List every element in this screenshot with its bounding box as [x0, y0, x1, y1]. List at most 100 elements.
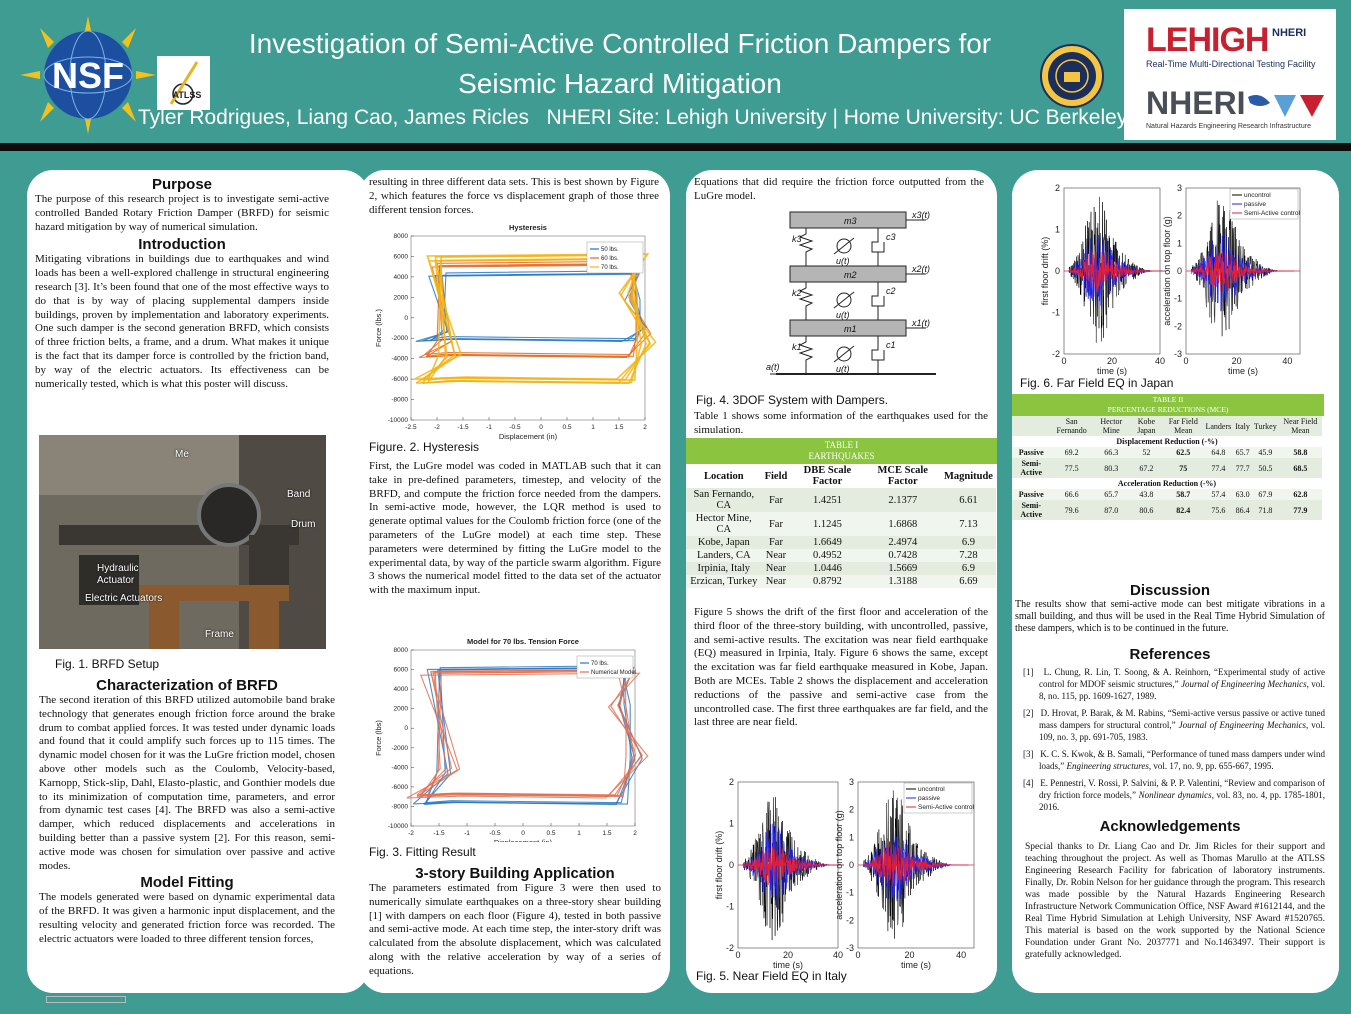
table1-cell: 1.3188	[864, 575, 941, 588]
label-m3: m3	[844, 216, 857, 226]
table2-section-row: Acceleration Reduction (-%)	[1012, 478, 1322, 489]
y-axis-label: acceleration on top floor (g)	[1162, 216, 1172, 326]
series-1	[412, 665, 643, 805]
table1-row: San Fernando, CA Far 1.4251 2.1377 6.61	[686, 488, 996, 512]
reference-journal: Journal of Engineering Mechanics	[1178, 720, 1307, 730]
y-tick-label: -2	[846, 915, 854, 925]
table2-cell: Kobe Japan	[1129, 416, 1164, 436]
label-drum: Drum	[291, 519, 316, 530]
x-axis-label: time (s)	[901, 960, 931, 970]
table1-row: Irpinia, Italy Near 1.0446 1.5669 6.9	[686, 562, 996, 575]
table2-cell: Hector Mine	[1092, 416, 1130, 436]
y-tick-label: 6000	[394, 667, 409, 674]
table2-cell: 75.6	[1203, 500, 1234, 520]
table2-row: Passive 66.6 65.7 43.8 58.7 57.4 63.0 67.9 62.8	[1012, 489, 1322, 500]
reference-number: [3]	[1023, 749, 1034, 759]
table2-cell: 86.4	[1233, 500, 1252, 520]
legend-label: 60 lbs.	[601, 256, 619, 262]
y-tick-label: 8000	[394, 647, 409, 654]
reference-details: , vol. 109, no. 3, pp. 691-705, 1983.	[1039, 720, 1325, 742]
series-2	[406, 668, 649, 799]
x-tick-label: 1	[591, 424, 595, 431]
site-info: NHERI Site: Lehigh University | Home Uni…	[546, 106, 1128, 129]
y-tick-label: 0	[1055, 266, 1060, 276]
y-tick-label: 1	[729, 819, 734, 829]
fig2-caption: Figure. 2. Hysteresis	[369, 440, 480, 454]
nheri-mini-text: NHERI	[1272, 27, 1307, 39]
table2-cell: 62.8	[1278, 489, 1322, 500]
table2-row: Semi-Active 77.5 80.3 67.2 75 77.4 77.7 50.5 68.…	[1012, 458, 1322, 478]
y-tick-label: 0	[729, 860, 734, 870]
table1-cell: 1.4251	[790, 488, 865, 512]
legend-label: uncontrol	[918, 786, 945, 793]
fig1-caption: Fig. 1. BRFD Setup	[55, 657, 160, 671]
label-k1: k1	[792, 342, 802, 352]
model-fitting-text: The models generated were based on dynam…	[39, 891, 335, 945]
y-tick-label: -6000	[391, 376, 408, 383]
x-tick-label: 0	[735, 950, 740, 960]
col3-intro-text: Equations that did require the friction …	[694, 176, 984, 202]
table1-cell: 1.6868	[864, 512, 941, 536]
purpose-text: The purpose of this research project is …	[35, 193, 329, 233]
y-tick-label: -3	[846, 943, 854, 953]
x-tick-label: 20	[783, 950, 793, 960]
table1-cell: 0.7428	[864, 549, 941, 562]
table2-cell: 77.7	[1233, 458, 1252, 478]
table1-cell: 2.4974	[864, 536, 941, 549]
table2-cell: Italy	[1233, 416, 1252, 436]
table1-cell: 6.9	[940, 562, 996, 575]
x-tick-label: 0	[521, 830, 525, 837]
table2-cell: 45.9	[1251, 447, 1279, 458]
series-line	[412, 666, 643, 805]
x-tick-label: 0.5	[562, 424, 571, 431]
x-axis-label: time (s)	[1097, 366, 1127, 376]
table2-cell: 52	[1129, 447, 1164, 458]
series-line	[413, 253, 657, 381]
column-4: 0 20 40 -2 -1 0 1 2 time (s) first floor drift (%…	[1012, 170, 1339, 993]
table2-cell: 80.6	[1129, 500, 1164, 520]
table2-cell: 67.9	[1251, 489, 1279, 500]
table2-cell: 66.6	[1050, 489, 1093, 500]
table2-cell: 65.7	[1092, 489, 1130, 500]
x-tick-label: 40	[1155, 356, 1165, 366]
legend-label: Semi-Active control	[918, 804, 975, 811]
y-tick-label: -2000	[391, 335, 408, 342]
table2-cell: 58.7	[1163, 489, 1204, 500]
table2-cell: 66.3	[1092, 447, 1130, 458]
fig3-caption: Fig. 3. Fitting Result	[369, 845, 476, 859]
series-line	[406, 672, 649, 799]
x-tick-label: -0.5	[489, 830, 501, 837]
y-tick-label: -1	[1174, 294, 1182, 304]
y-tick-label: -10000	[388, 417, 409, 424]
table2-section-row: Displacement Reduction (-%)	[1012, 436, 1322, 447]
table1-cell: Far	[761, 536, 791, 549]
table2-cell: 75	[1163, 458, 1204, 478]
y-tick-label: 0	[404, 725, 408, 732]
y-tick-label: -3	[1174, 349, 1182, 359]
table2-cell: Near Field Mean	[1278, 416, 1322, 436]
label-electric-actuators: Electric Actuators	[85, 593, 163, 604]
uc-berkeley-seal	[1040, 44, 1104, 108]
y-axis-label: acceleration on top floor (g)	[834, 810, 844, 920]
column-2: resulting in three different data sets. …	[359, 170, 670, 993]
reference-number: [4]	[1023, 778, 1034, 788]
fig5-caption: Fig. 5. Near Field EQ in Italy	[696, 969, 847, 983]
y-tick-label: 2	[1055, 183, 1060, 193]
series-line	[416, 670, 643, 797]
x-tick-label: 0	[1061, 356, 1066, 366]
reference-journal: Nonlinear dynamics	[1138, 790, 1212, 800]
x-tick-label: 40	[833, 950, 843, 960]
x-tick-label: 20	[905, 950, 915, 960]
x-tick-label: 2	[643, 424, 647, 431]
table1-cell: 1.6649	[790, 536, 865, 549]
y-tick-label: 2	[849, 805, 854, 815]
header-divider	[0, 143, 1351, 151]
label-u3: u(t)	[836, 256, 850, 266]
table1-cell: 1.5669	[864, 562, 941, 575]
table1-header: Magnitude	[940, 464, 996, 488]
table2-cell: 67.2	[1129, 458, 1164, 478]
nsf-rays	[20, 16, 156, 134]
table1-cell: Irpinia, Italy	[686, 562, 762, 575]
nheri-tagline: Natural Hazards Engineering Research Inf…	[1146, 123, 1311, 130]
column-3: Equations that did require the friction …	[686, 170, 997, 993]
